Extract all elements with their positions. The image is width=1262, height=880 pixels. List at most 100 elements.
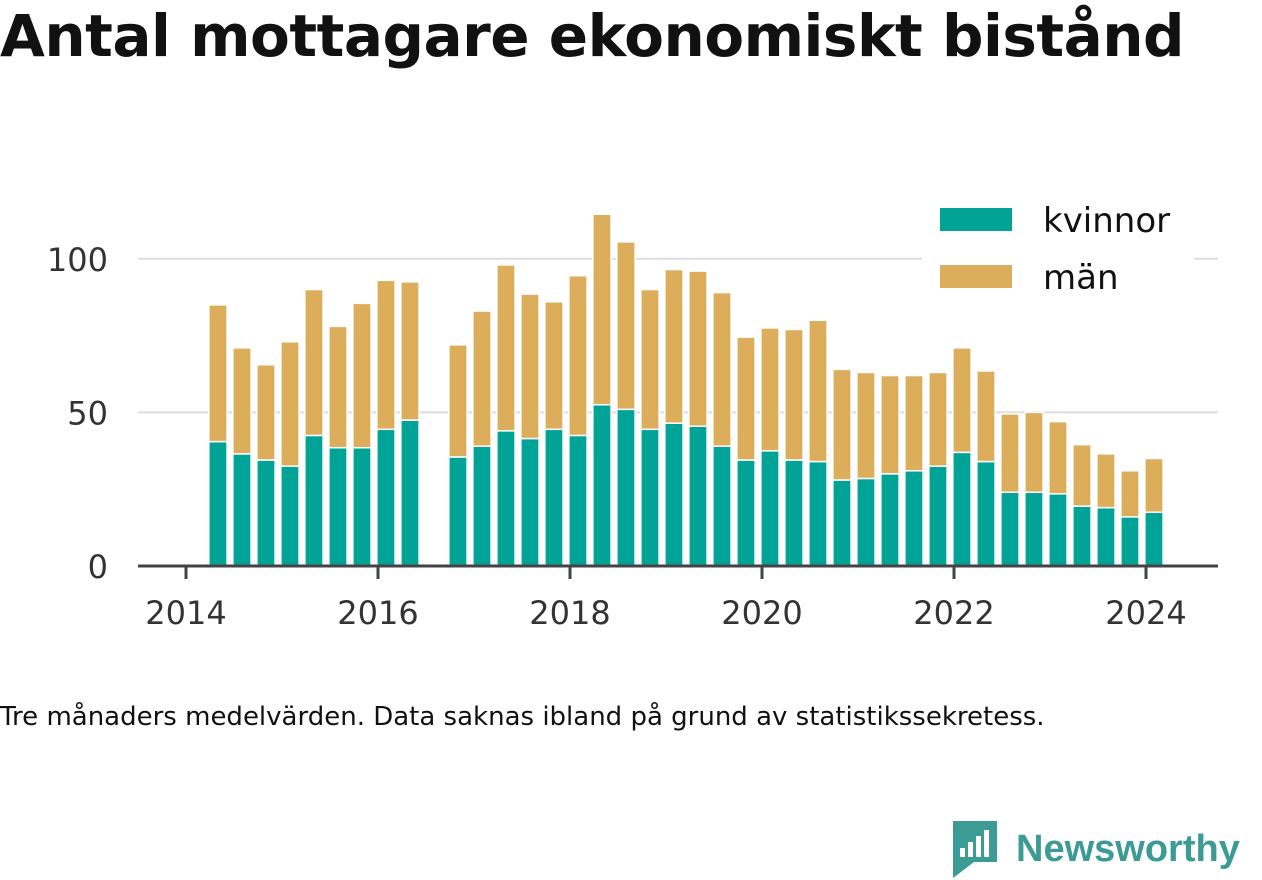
bar-man [1144, 457, 1164, 513]
bar-man [640, 288, 660, 431]
bar-kvinnor [1048, 493, 1068, 567]
bar-kvinnor [520, 437, 540, 567]
bar-man [472, 310, 492, 447]
chart-footnote: Tre månaders medelvärden. Data saknas ib… [0, 702, 1045, 732]
legend-swatch-kvinnor [940, 208, 1012, 231]
bar-kvinnor [928, 465, 948, 567]
bar-kvinnor [712, 445, 732, 567]
bar-man [256, 364, 276, 461]
bar-man [592, 213, 612, 406]
bar-man [1072, 443, 1092, 507]
bar-kvinnor [304, 434, 324, 567]
bar-man [736, 336, 756, 461]
bar-kvinnor [616, 408, 636, 567]
bar-kvinnor [448, 456, 468, 567]
bar-man [808, 319, 828, 463]
bar-man [1120, 470, 1140, 518]
bar-kvinnor [1072, 505, 1092, 567]
bar-kvinnor [664, 422, 684, 567]
bar-man [328, 325, 348, 449]
bar-man [760, 327, 780, 452]
bar-kvinnor [1024, 491, 1044, 567]
bar-kvinnor [496, 430, 516, 567]
legend-label-man: män [1043, 258, 1119, 298]
y-tick-label: 50 [67, 394, 108, 432]
bar-man [568, 274, 588, 437]
bar-kvinnor [592, 403, 612, 567]
bar-man [208, 304, 228, 443]
bar-kvinnor [784, 459, 804, 567]
x-tick-label: 2022 [913, 594, 994, 632]
bar-kvinnor [976, 460, 996, 567]
bar-man [616, 241, 636, 411]
y-axis: 0 50 100 [47, 241, 108, 586]
x-tick-label: 2018 [529, 594, 610, 632]
stacked-bar-chart: 2014 2016 2018 2020 2022 2024 0 50 100 kvinnor … [46, 192, 1218, 632]
bar-kvinnor [688, 425, 708, 567]
y-tick-label: 100 [47, 241, 108, 279]
bar-kvinnor [1000, 491, 1020, 567]
bar-man [448, 344, 468, 458]
bar-man [232, 347, 252, 455]
bar-man [952, 347, 972, 454]
legend-swatch-man [940, 265, 1012, 288]
bar-kvinnor [256, 459, 276, 567]
bar-kvinnor [280, 465, 300, 567]
bar-man [1000, 413, 1020, 494]
bar-man [1024, 411, 1044, 494]
bar-kvinnor [760, 450, 780, 567]
bar-kvinnor [376, 428, 396, 567]
bar-kvinnor [400, 419, 420, 567]
bar-kvinnor [832, 479, 852, 567]
bar-man [712, 291, 732, 447]
bar-man [376, 279, 396, 431]
newsworthy-logo-text: Newsworthy [1016, 827, 1240, 870]
bar-kvinnor [880, 473, 900, 567]
newsworthy-logo-icon [953, 821, 997, 878]
bar-man [400, 281, 420, 421]
bar-man [904, 374, 924, 472]
bar-kvinnor [640, 428, 660, 567]
bar-man [280, 340, 300, 467]
legend: kvinnor män [922, 192, 1194, 304]
bar-kvinnor [208, 440, 228, 567]
bar-kvinnor [1120, 516, 1140, 567]
bar-kvinnor [544, 428, 564, 567]
x-axis: 2014 2016 2018 2020 2022 2024 [138, 564, 1218, 632]
newsworthy-logo: Newsworthy [950, 818, 1240, 880]
bar-man [544, 301, 564, 431]
bar-man [304, 288, 324, 437]
bar-man [1048, 420, 1068, 495]
bar-kvinnor [232, 453, 252, 567]
bar-kvinnor [1096, 506, 1116, 567]
x-tick-label: 2020 [721, 594, 802, 632]
chart-title: Antal mottagare ekonomiskt bistånd [0, 2, 1185, 70]
bar-kvinnor [952, 451, 972, 567]
bar-man [496, 264, 516, 432]
x-tick-label: 2016 [337, 594, 418, 632]
bar-kvinnor [904, 470, 924, 567]
bar-man [688, 270, 708, 427]
x-tick-label: 2024 [1105, 594, 1186, 632]
bar-man [880, 374, 900, 475]
bar-man [832, 368, 852, 481]
bar-kvinnor [568, 434, 588, 567]
bar-man [856, 371, 876, 480]
legend-label-kvinnor: kvinnor [1043, 201, 1170, 241]
bar-man [520, 293, 540, 440]
y-tick-label: 0 [88, 548, 108, 586]
bar-man [664, 268, 684, 424]
bar-kvinnor [856, 477, 876, 567]
bar-kvinnor [472, 445, 492, 567]
bar-kvinnor [808, 460, 828, 567]
bar-kvinnor [328, 446, 348, 567]
x-tick-label: 2014 [145, 594, 226, 632]
bars [208, 213, 1164, 567]
bar-man [784, 328, 804, 461]
bar-kvinnor [736, 459, 756, 567]
bar-man [976, 370, 996, 463]
bar-kvinnor [352, 446, 372, 567]
bar-man [352, 302, 372, 449]
bar-man [928, 371, 948, 467]
bar-kvinnor [1144, 511, 1164, 567]
